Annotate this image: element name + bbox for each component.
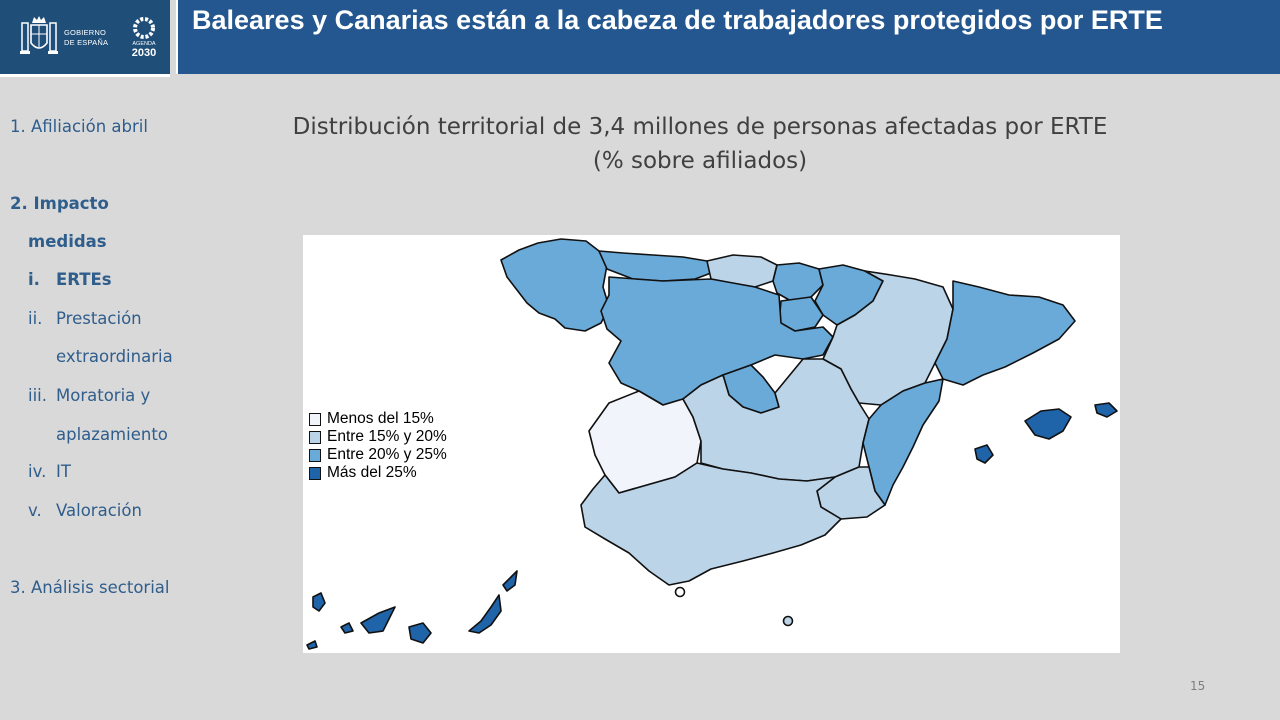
nav-sub-moratoria-cont[interactable]: aplazamiento	[56, 425, 168, 444]
legend-label: Entre 20% y 25%	[327, 446, 447, 463]
region-canarias-tenerife	[360, 606, 396, 634]
region-valenciana	[862, 378, 944, 506]
region-canarias-la-palma	[312, 592, 326, 612]
legend-label: Menos del 15%	[327, 410, 434, 427]
region-canarias-fuerteventura	[468, 594, 502, 634]
nav-sub-valoracion[interactable]: Valoración	[56, 501, 142, 520]
spain-erte-map: Menos del 15% Entre 15% y 20% Entre 20% …	[303, 235, 1120, 653]
region-baleares-menorca	[1094, 402, 1118, 418]
nav-sub-num: iv.	[28, 462, 47, 481]
coat-of-arms-icon	[20, 16, 58, 54]
nav-item-afiliacion[interactable]: 1. Afiliación abril	[10, 117, 148, 136]
legend-swatch	[309, 413, 321, 426]
region-baleares-ibiza	[974, 444, 994, 464]
region-baleares-mallorca	[1024, 408, 1072, 440]
region-canarias-el-hierro	[306, 640, 318, 650]
chart-title: Distribución territorial de 3,4 millones…	[292, 114, 1108, 174]
nav-item-impacto-cont[interactable]: medidas	[28, 232, 107, 251]
map-canvas	[306, 238, 1118, 650]
nav-sub-prestacion[interactable]: Prestación	[56, 309, 142, 328]
page-number: 15	[1190, 679, 1206, 693]
agenda-year: 2030	[131, 47, 157, 59]
government-name: GOBIERNO DE ESPAÑA	[64, 28, 109, 47]
region-melilla	[782, 615, 794, 627]
legend-label: Entre 15% y 20%	[327, 428, 447, 445]
nav-sub-num: v.	[28, 501, 42, 520]
nav-item-impacto[interactable]: 2. Impacto	[10, 194, 109, 213]
government-logo: GOBIERNO DE ESPAÑA AGENDA 2030	[0, 0, 170, 77]
region-canarias-gran-canaria	[408, 622, 432, 644]
nav-item-analisis[interactable]: 3. Análisis sectorial	[10, 578, 170, 597]
agenda-2030-icon	[133, 17, 155, 39]
legend-swatch	[309, 449, 321, 462]
region-ceuta	[674, 586, 686, 598]
nav-sub-num: iii.	[28, 386, 47, 405]
nav-sub-ertes[interactable]: ERTEs	[56, 270, 112, 289]
nav-sub-num: i.	[28, 270, 40, 289]
nav-sub-prestacion-cont[interactable]: extraordinaria	[56, 347, 173, 366]
region-andalucia	[580, 462, 842, 586]
legend-swatch	[309, 467, 321, 480]
legend-label: Más del 25%	[327, 464, 417, 481]
region-canarias-lanzarote	[502, 570, 518, 592]
legend-swatch	[309, 431, 321, 444]
slide-title: Baleares y Canarias están a la cabeza de…	[192, 5, 1163, 35]
nav-sub-moratoria[interactable]: Moratoria y	[56, 386, 151, 405]
region-asturias	[598, 250, 712, 282]
slide-header: Baleares y Canarias están a la cabeza de…	[176, 0, 1280, 74]
region-cataluna	[934, 280, 1076, 386]
region-galicia	[500, 238, 610, 332]
region-canarias-la-gomera	[340, 622, 354, 634]
region-aragon	[822, 270, 954, 406]
agenda-label: AGENDA	[132, 41, 156, 47]
nav-sub-it[interactable]: IT	[56, 462, 71, 481]
region-pais-vasco	[772, 262, 824, 302]
nav-sub-num: ii.	[28, 309, 43, 328]
